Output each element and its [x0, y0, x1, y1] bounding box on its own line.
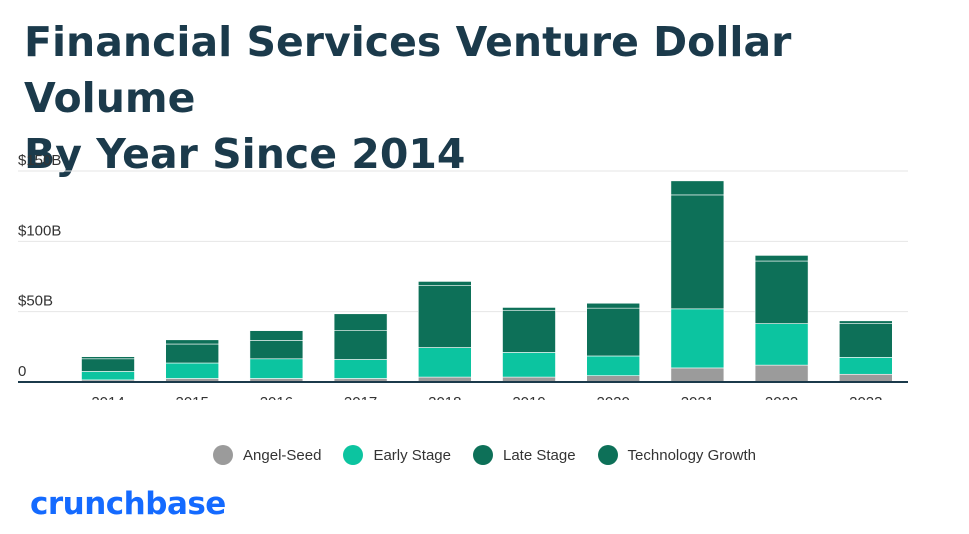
x-tick-label: 2021	[681, 394, 714, 400]
bar-segment-angel-seed-2021	[670, 367, 725, 383]
legend-swatch-technology-growth	[597, 445, 618, 465]
x-tick-label: 2017	[344, 394, 377, 400]
legend-item-technology-growth: Technology Growth	[597, 445, 756, 465]
stacked-bar-chart: 0 $50B $100B $150B 2014 2015 2016 2017 2018 2019 2…	[18, 152, 908, 400]
bar-segment-technology-growth-2014	[81, 356, 135, 360]
x-tick-label: 2020	[597, 394, 630, 400]
y-tick-label: $50B	[18, 293, 53, 310]
bar-segment-angel-seed-2023	[838, 373, 893, 383]
legend-swatch-late-stage	[472, 445, 493, 465]
bar-segment-late-stage-2020	[586, 307, 641, 357]
x-tick-label: 2019	[512, 394, 545, 400]
bar-segment-early-stage-2017	[333, 359, 388, 379]
bar-segment-late-stage-2022	[754, 260, 809, 324]
bar-segment-technology-growth-2020	[586, 302, 641, 309]
x-tick-label: 2023	[849, 394, 882, 400]
bar-segment-early-stage-2018	[417, 347, 472, 378]
bar-segment-technology-growth-2016	[249, 330, 304, 341]
chart-legend: Angel-Seed Early Stage Late Stage Techno…	[0, 443, 969, 467]
bar-segment-late-stage-2016	[249, 340, 304, 360]
bar-segment-angel-seed-2022	[754, 364, 809, 383]
bar-segment-early-stage-2022	[754, 323, 809, 366]
x-tick-label: 2015	[176, 394, 209, 400]
bar-segment-technology-growth-2023	[838, 320, 893, 324]
bar-segment-technology-growth-2015	[165, 339, 219, 345]
chart-title-line-2: By Year Since 2014	[24, 130, 466, 178]
bar-segment-technology-growth-2019	[502, 307, 556, 311]
bar-segment-technology-growth-2021	[670, 180, 725, 196]
bar-segment-technology-growth-2018	[417, 281, 472, 286]
bar-segment-late-stage-2015	[165, 343, 219, 364]
bar-segment-late-stage-2019	[502, 309, 556, 353]
x-tick-label: 2016	[260, 394, 293, 400]
bar-segment-technology-growth-2017	[333, 313, 388, 331]
x-tick-label: 2014	[91, 394, 124, 400]
legend-item-early-stage: Early Stage	[343, 445, 451, 465]
legend-swatch-early-stage	[343, 445, 364, 465]
y-tick-label: $100B	[18, 222, 61, 239]
bar-segment-late-stage-2017	[333, 330, 388, 360]
legend-label-technology-growth: Technology Growth	[627, 446, 756, 464]
bar-segment-late-stage-2023	[838, 323, 893, 358]
legend-label-late-stage: Late Stage	[502, 446, 576, 464]
chart-title: Financial Services Venture Dollar Volume…	[24, 14, 969, 182]
chart-title-line-1: Financial Services Venture Dollar Volume	[24, 18, 792, 122]
x-tick-label: 2018	[428, 394, 461, 400]
y-tick-label: 0	[18, 363, 26, 380]
bar-segment-early-stage-2023	[838, 357, 893, 375]
x-tick-label: 2022	[765, 394, 798, 400]
bar-segment-early-stage-2014	[81, 371, 135, 381]
legend-item-late-stage: Late Stage	[472, 445, 576, 465]
bar-segment-late-stage-2021	[670, 194, 725, 310]
legend-label-early-stage: Early Stage	[373, 446, 451, 464]
y-tick-label: $150B	[18, 152, 61, 169]
crunchbase-logo: crunchbase	[30, 486, 226, 522]
legend-swatch-angel-seed	[213, 445, 234, 465]
legend-item-angel-seed: Angel-Seed	[213, 445, 321, 465]
bar-segment-early-stage-2020	[586, 355, 641, 376]
bar-segment-early-stage-2016	[249, 358, 304, 379]
bar-segment-early-stage-2019	[502, 352, 556, 378]
bar-segment-late-stage-2014	[81, 358, 135, 372]
bar-segment-early-stage-2021	[670, 308, 725, 369]
legend-label-angel-seed: Angel-Seed	[243, 446, 322, 464]
bar-segment-early-stage-2015	[165, 362, 219, 379]
bar-segment-technology-growth-2022	[754, 255, 809, 262]
bar-segment-late-stage-2018	[417, 285, 472, 348]
